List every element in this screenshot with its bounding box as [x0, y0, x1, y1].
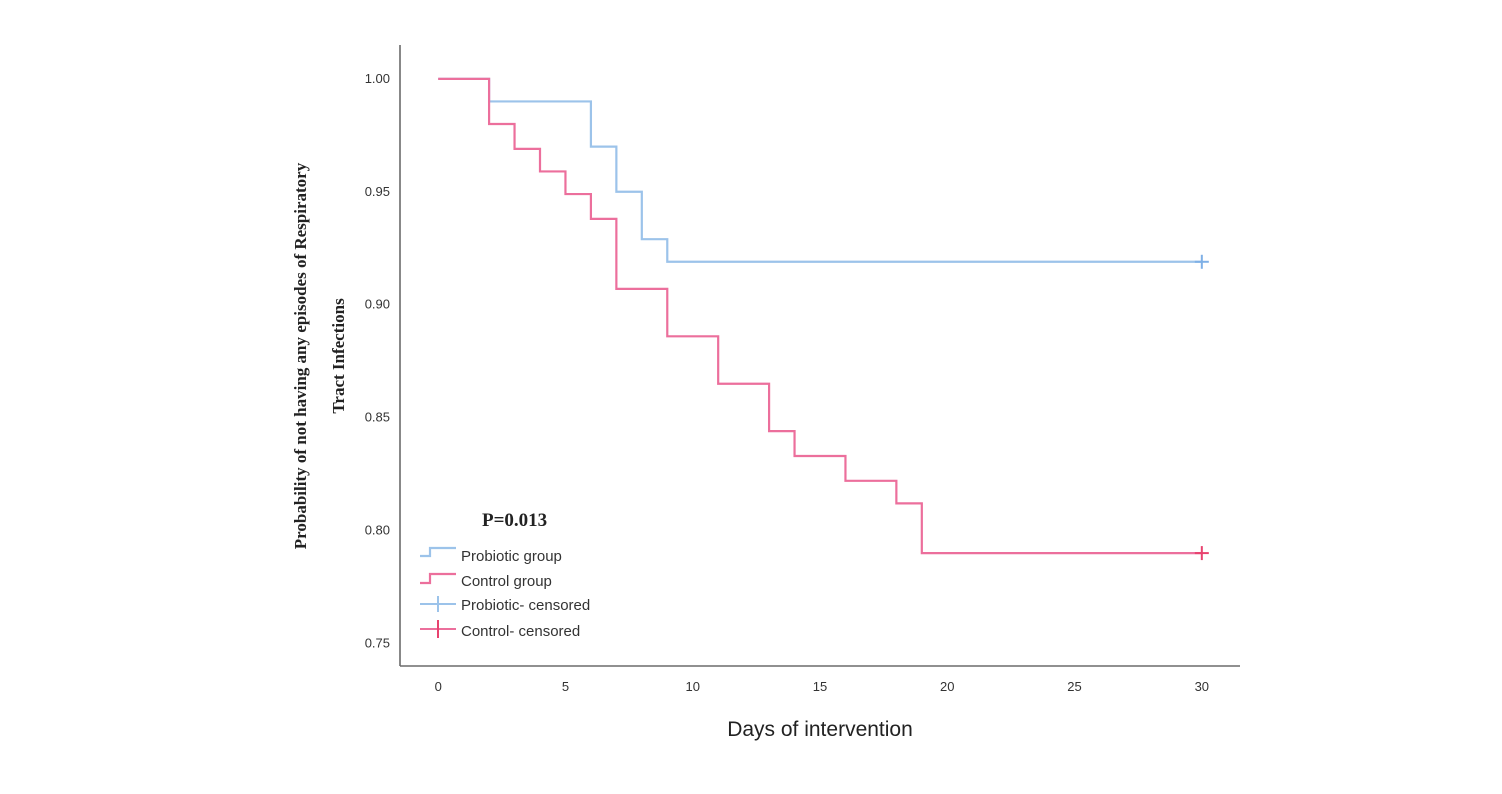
x-axis-ticks: 0 5 10 15 20 25 30 — [435, 679, 1209, 694]
x-tick-label: 15 — [813, 679, 827, 694]
series-line-probiotic-group — [438, 77, 1202, 263]
legend-item-control-group: Control group — [420, 572, 552, 590]
legend: Probiotic group Control group Probiotic-… — [420, 546, 590, 640]
y-axis-label-line-2: Tract Infections — [329, 298, 348, 414]
y-axis-ticks: 0.75 0.80 0.85 0.90 0.95 1.00 — [365, 71, 390, 651]
x-tick-label: 30 — [1195, 679, 1209, 694]
x-tick-label: 20 — [940, 679, 954, 694]
x-tick-label: 0 — [435, 679, 442, 694]
x-axis-label: Days of intervention — [727, 718, 913, 741]
series-line-control-group — [438, 77, 1202, 555]
censor-marks — [1194, 254, 1209, 561]
p-value-annotation: P=0.013 — [482, 510, 547, 531]
legend-item-probiotic-censored: Probiotic- censored — [420, 596, 590, 614]
legend-label-control-group: Control group — [461, 573, 552, 590]
y-axis-label-line-1: Probability of not having any episodes o… — [291, 162, 310, 549]
y-tick-label: 0.90 — [365, 297, 390, 312]
axes — [399, 45, 1240, 667]
legend-label-probiotic-censored: Probiotic- censored — [461, 597, 590, 614]
x-tick-label: 25 — [1067, 679, 1081, 694]
y-tick-label: 0.80 — [365, 523, 390, 538]
x-tick-label: 5 — [562, 679, 569, 694]
legend-label-probiotic-group: Probiotic group — [461, 548, 562, 565]
legend-label-control-censored: Control- censored — [461, 623, 580, 640]
y-tick-label: 0.95 — [365, 184, 390, 199]
y-axis-label: Probability of not having any episodes o… — [291, 162, 348, 549]
legend-swatch-probiotic-group — [420, 546, 456, 558]
legend-item-control-censored: Control- censored — [420, 620, 580, 640]
y-tick-label: 1.00 — [365, 71, 390, 86]
y-tick-label: 0.75 — [365, 635, 390, 650]
censor-mark-control-censored — [1194, 546, 1209, 561]
x-tick-label: 10 — [685, 679, 699, 694]
legend-item-probiotic-group: Probiotic group — [420, 546, 562, 565]
series-layer — [438, 77, 1202, 555]
censor-mark-probiotic-censored — [1194, 254, 1209, 269]
legend-swatch-control-group — [420, 572, 456, 585]
y-tick-label: 0.85 — [365, 410, 390, 425]
